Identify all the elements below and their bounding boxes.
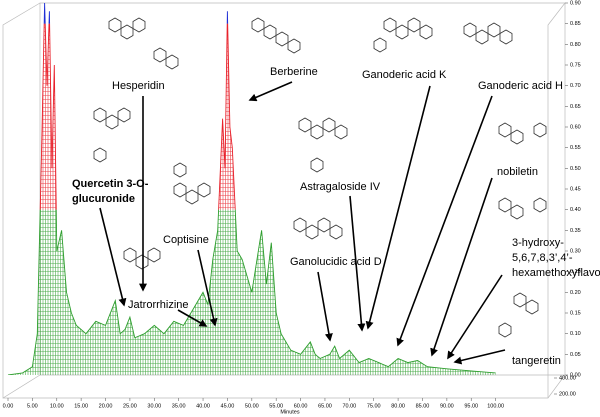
arrows <box>99 81 506 365</box>
x-tick-label: 100.00 <box>487 403 504 409</box>
x-tick-label: 75.00 <box>367 403 381 409</box>
trace-line <box>39 23 236 210</box>
x-tick-label: 60.00 <box>294 403 308 409</box>
y-tick-label: 0.10 <box>570 331 581 337</box>
x-tick-label: 10.00 <box>50 403 64 409</box>
y-tick-label: 0.60 <box>570 124 581 130</box>
x-tick-label: 15.00 <box>74 403 88 409</box>
z-tick-label: 400.00 <box>559 375 576 381</box>
x-tick-label: 90.00 <box>440 403 454 409</box>
annotation: Ganolucidic acid D <box>290 256 382 268</box>
x-tick-label: 50.00 <box>245 403 259 409</box>
trace-line <box>7 209 496 375</box>
y-tick-label: 0.05 <box>570 352 581 358</box>
y-tick-label: 0.75 <box>570 62 581 68</box>
x-tick-label: 45.00 <box>221 403 235 409</box>
y-tick-label: 0.55 <box>570 145 581 151</box>
annotation: glucuronide <box>72 193 135 205</box>
x-tick-label: 85.00 <box>416 403 430 409</box>
y-tick-label: 0.45 <box>570 186 581 192</box>
annotation: Quercetin 3-O- <box>72 178 149 190</box>
annotation: hexamethoxyflavone <box>512 267 600 279</box>
y-tick-label: 0.50 <box>570 166 581 172</box>
x-tick-label: 0.00 <box>3 403 14 409</box>
annotation: Astragaloside IV <box>300 181 381 193</box>
x-tick-label: 95.00 <box>464 403 478 409</box>
z-tick-label: 200.00 <box>559 391 576 397</box>
annotation: Ganoderic acid K <box>362 69 447 81</box>
y-tick-label: 0.25 <box>570 269 581 275</box>
x-tick-label: 55.00 <box>269 403 283 409</box>
x-tick-label: 70.00 <box>342 403 356 409</box>
annotations: Hesperidin Berberine Ganoderic acid K Ganod… <box>72 66 600 367</box>
annotation: Coptisine <box>163 234 209 246</box>
x-tick-label: 30.00 <box>147 403 161 409</box>
x-tick-label: 40.00 <box>196 403 210 409</box>
annotation: Ganoderic acid H <box>478 80 563 92</box>
annotation: nobiletin <box>497 166 538 178</box>
annotation: 3-hydroxy- <box>512 237 564 249</box>
x-tick-label: 25.00 <box>123 403 137 409</box>
y-tick-label: 0.65 <box>570 104 581 110</box>
y-tick-label: 0.20 <box>570 290 581 296</box>
x-tick-label: 65.00 <box>318 403 332 409</box>
annotation: Berberine <box>270 66 318 78</box>
x-tick-label: 5.00 <box>27 403 38 409</box>
y-tick-label: 0.40 <box>570 207 581 213</box>
plot-area: 0.00 5.00 10.00 15.00 20.00 25.00 30.00 35.00 40… <box>3 0 581 409</box>
y-tick-label: 0.15 <box>570 310 581 316</box>
annotation: 5,6,7,8,3’,4’- <box>512 252 573 264</box>
y-tick-label: 0.70 <box>570 83 581 89</box>
x-axis-label: Minutes <box>280 409 300 415</box>
y-tick-label: 0.00 <box>570 372 581 378</box>
annotation: Jatrorrhizine <box>128 299 189 311</box>
y-tick-label: 0.85 <box>570 21 581 27</box>
y-tick-label: 0.30 <box>570 248 581 254</box>
chemical-structures <box>93 17 547 338</box>
y-tick-label: 0.90 <box>570 0 581 6</box>
x-tick-label: 20.00 <box>99 403 113 409</box>
x-tick-label: 80.00 <box>391 403 405 409</box>
y-tick-label: 0.80 <box>570 42 581 48</box>
x-tick-label: 35.00 <box>172 403 186 409</box>
annotation: Hesperidin <box>112 80 165 92</box>
annotation: tangeretin <box>512 355 561 367</box>
y-tick-label: 0.35 <box>570 228 581 234</box>
